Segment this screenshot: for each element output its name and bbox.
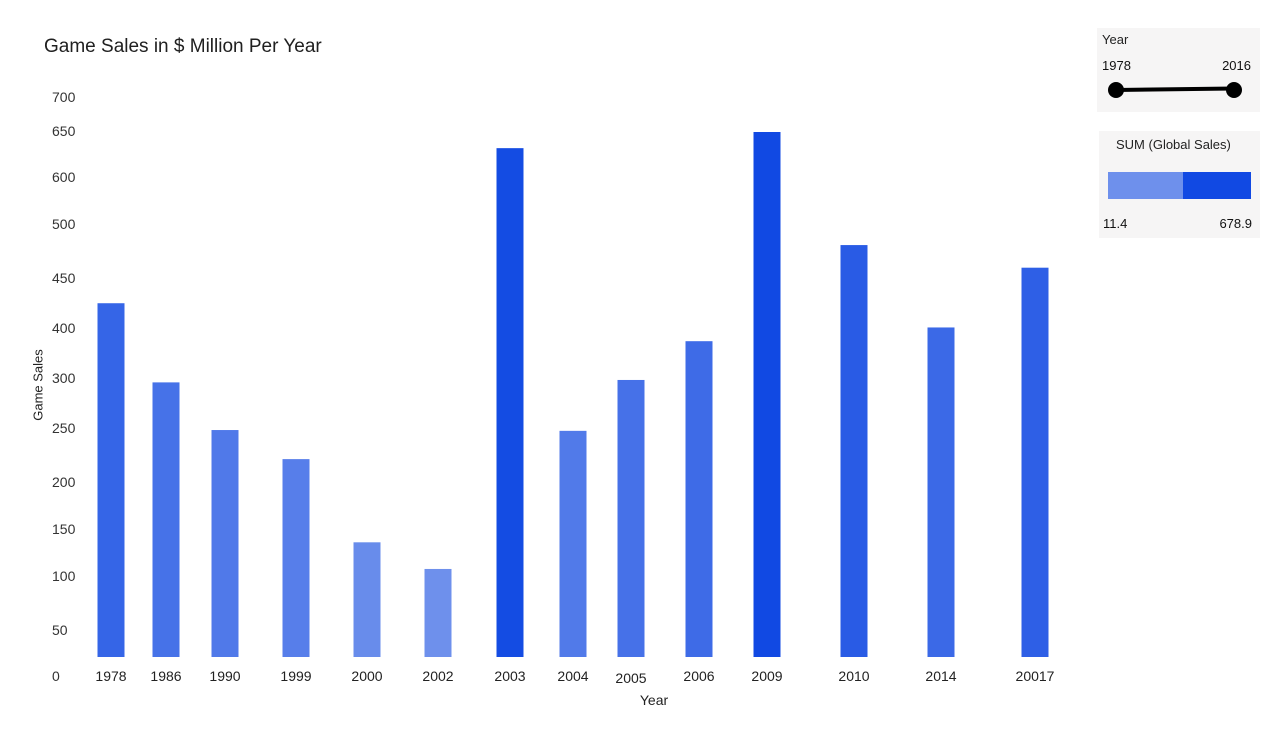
year-min-label: 1978 (1102, 58, 1131, 73)
x-tick-label: 2010 (838, 668, 870, 684)
x-axis-label: Year (639, 692, 669, 708)
x-tick-label: 2000 (351, 668, 383, 684)
bar-1990[interactable] (211, 430, 239, 657)
bar-2014[interactable] (927, 327, 955, 657)
y-tick-label: 450 (52, 270, 76, 286)
y-tick-label: 300 (52, 370, 76, 386)
y-axis-label: Game Sales (30, 349, 46, 421)
bar-2006[interactable] (685, 341, 713, 657)
x-tick-label: 1999 (280, 668, 312, 684)
bar-2009[interactable] (753, 132, 781, 657)
x-tick-label: 2014 (925, 668, 957, 684)
y-tick-label: 500 (52, 216, 76, 232)
y-tick-label: 150 (52, 521, 76, 537)
chart-title: Game Sales in $ Million Per Year (44, 36, 322, 57)
year-min-handle[interactable] (1108, 82, 1124, 98)
y-tick-label: 250 (52, 420, 76, 436)
y-tick-label: 0 (52, 668, 60, 684)
x-tick-label: 1978 (95, 668, 127, 684)
color-legend-min-label: 11.4 (1103, 216, 1128, 231)
y-tick-label: 600 (52, 169, 76, 185)
x-tick-label: 2009 (751, 668, 783, 684)
color-legend-low-segment (1108, 172, 1183, 199)
bar-2004[interactable] (559, 430, 587, 657)
bar-1999[interactable] (282, 459, 310, 657)
y-tick-label: 700 (52, 89, 76, 105)
bar-2010[interactable] (840, 245, 868, 658)
y-tick-label: 400 (52, 320, 76, 336)
color-legend-gradient (1108, 172, 1251, 199)
x-tick-label: 1986 (150, 668, 182, 684)
x-tick-label: 1990 (209, 668, 241, 684)
x-tick-label: 2003 (494, 668, 526, 684)
year-range-track[interactable] (1115, 86, 1235, 92)
bar-20017[interactable] (1021, 267, 1049, 657)
y-tick-label: 200 (52, 474, 76, 490)
x-tick-label: 2005 (615, 670, 647, 686)
year-filter-panel: Year 1978 2016 (1097, 28, 1260, 112)
x-tick-label: 2004 (557, 668, 589, 684)
year-filter-title: Year (1102, 32, 1129, 47)
x-tick-label: 20017 (1015, 668, 1055, 684)
bar-2002[interactable] (424, 568, 452, 657)
year-max-handle[interactable] (1226, 82, 1242, 98)
color-legend-max-label: 678.9 (1219, 216, 1252, 231)
year-max-label: 2016 (1222, 58, 1251, 73)
bar-1978[interactable] (97, 303, 125, 657)
color-legend-title: SUM (Global Sales) (1116, 137, 1231, 152)
bar-2000[interactable] (353, 542, 381, 657)
bar-1986[interactable] (152, 382, 180, 657)
y-tick-label: 100 (52, 568, 76, 584)
x-tick-label: 2006 (683, 668, 715, 684)
y-tick-label: 650 (52, 123, 76, 139)
y-tick-label: 50 (52, 622, 68, 638)
x-tick-label: 2002 (422, 668, 454, 684)
color-legend-panel: SUM (Global Sales) 11.4 678.9 (1099, 131, 1260, 238)
color-legend-high-segment (1183, 172, 1251, 199)
bar-2003[interactable] (496, 148, 524, 657)
bar-2005[interactable] (617, 379, 645, 657)
